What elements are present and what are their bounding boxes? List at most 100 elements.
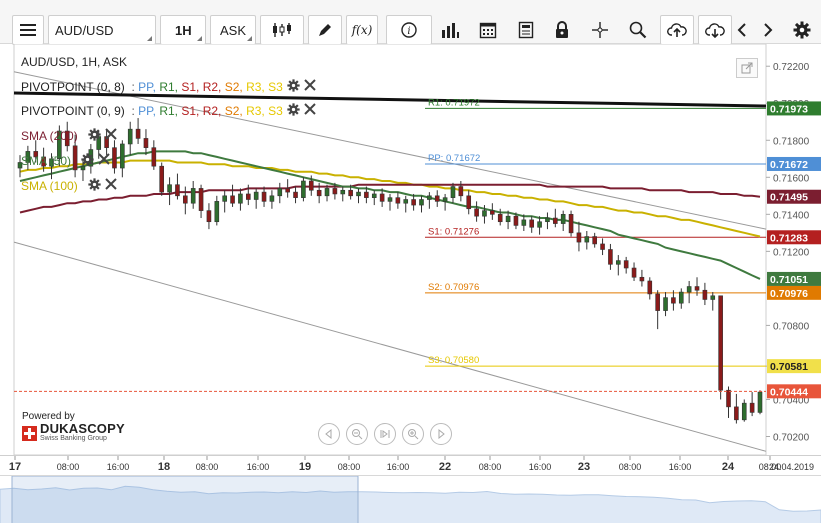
y-tick-label: 0.71800 <box>773 136 810 147</box>
candle-body <box>151 147 157 167</box>
candle-body <box>419 199 424 206</box>
settings-button[interactable] <box>790 15 814 45</box>
chart-area[interactable]: 0.722000.720000.718000.716000.714000.712… <box>0 44 821 461</box>
candle-body <box>25 151 31 163</box>
zoom-button[interactable] <box>624 15 652 45</box>
nav-forward-button[interactable] <box>430 423 452 445</box>
pivot-label-s3: S3: 0.70580 <box>428 355 479 366</box>
candle-body <box>285 188 290 193</box>
candle-body <box>112 147 117 169</box>
triangle-left-icon <box>325 429 332 439</box>
price-type-select[interactable]: ASK <box>210 15 256 45</box>
reset-zoom-button[interactable] <box>374 423 396 445</box>
candle-body <box>340 189 346 195</box>
candle-body <box>608 249 613 265</box>
legend-pivot-1[interactable]: PIVOTPOINT (0, 8) : PP, R1, S1, R2, S2, … <box>21 78 316 96</box>
x-tick-label: 24 <box>722 461 735 473</box>
candle-body <box>245 193 251 200</box>
calendar-button[interactable] <box>474 15 502 45</box>
close-icon[interactable] <box>104 178 117 194</box>
nav-back-button[interactable] <box>318 423 340 445</box>
symbol-select[interactable]: AUD/USD <box>48 15 156 45</box>
legend-sma200[interactable]: SMA (200) <box>21 127 117 145</box>
legend-pivot-1-name: PIVOTPOINT (0, 8) <box>21 80 125 94</box>
x-tick-label: 08:00 <box>338 462 361 472</box>
candle-body <box>371 193 377 198</box>
symbol-label: AUD/USD <box>55 22 114 38</box>
scroll-left-button[interactable] <box>732 15 752 45</box>
candle-body <box>474 208 479 217</box>
close-icon[interactable] <box>104 128 117 144</box>
candle-body <box>647 280 653 295</box>
candle-body <box>442 197 448 202</box>
powered-by-text: Powered by <box>22 411 75 422</box>
chart-type-select[interactable] <box>260 15 304 45</box>
lock-button[interactable] <box>548 15 576 45</box>
download-select[interactable] <box>698 15 732 45</box>
timeframe-select[interactable]: 1H <box>160 15 206 45</box>
scroll-right-button[interactable] <box>758 15 778 45</box>
navigator-panel[interactable] <box>0 475 821 523</box>
draw-tools-select[interactable] <box>308 15 342 45</box>
legend-sma200-name: SMA (200) <box>21 129 78 143</box>
pivot-label-s1: S1: 0.71276 <box>428 226 479 237</box>
candle-body <box>592 236 597 245</box>
candle-body <box>623 260 629 269</box>
info-select[interactable]: i <box>386 15 432 45</box>
price-tag-r1: 0.71973 <box>770 103 808 115</box>
pivot-label-s2: S2: 0.70976 <box>428 282 479 293</box>
price-tag-pp-bg <box>767 156 821 171</box>
candle-body <box>545 217 550 223</box>
legend-sma100[interactable]: SMA (100) <box>21 177 117 195</box>
zoom-in-button[interactable] <box>402 423 424 445</box>
cloud-download-icon <box>705 23 725 38</box>
news-button[interactable] <box>512 15 540 45</box>
gear-icon[interactable] <box>81 152 94 170</box>
x-tick-label: 18 <box>158 461 170 473</box>
chevron-right-icon <box>764 23 773 37</box>
close-icon[interactable] <box>304 103 316 119</box>
candle-body <box>395 197 401 204</box>
gear-icon[interactable] <box>88 177 101 195</box>
candle-body <box>64 130 70 147</box>
gear-icon[interactable] <box>287 102 300 120</box>
candle-body <box>143 138 149 148</box>
candle-body <box>230 195 235 204</box>
zoom-out-button[interactable] <box>346 423 368 445</box>
close-icon[interactable] <box>304 79 316 95</box>
x-tick-label: 16:00 <box>107 462 130 472</box>
legend-sma50[interactable]: SMA (50) <box>21 152 110 170</box>
crosshair-button[interactable] <box>586 15 614 45</box>
x-tick-label: 23 <box>578 461 590 473</box>
candle-body <box>127 128 133 145</box>
candle-body <box>96 136 102 150</box>
upload-select[interactable] <box>660 15 694 45</box>
fullscreen-button[interactable] <box>736 58 758 78</box>
price-tag-last: 0.70444 <box>770 386 808 398</box>
legend-s1: S1, <box>181 104 200 118</box>
info-icon: i <box>401 22 417 38</box>
volume-button[interactable] <box>436 15 464 45</box>
candle-body <box>269 195 275 202</box>
triangle-right-icon <box>438 429 445 439</box>
candle-body <box>600 243 605 250</box>
x-tick-label: 08:00 <box>196 462 219 472</box>
candle-body <box>356 191 361 197</box>
candle-body <box>505 215 511 223</box>
x-tick-label: 08:00 <box>619 462 642 472</box>
swiss-cross-icon <box>22 425 37 441</box>
menu-button[interactable] <box>12 15 44 45</box>
legend-sma100-name: SMA (100) <box>21 179 78 193</box>
gear-icon[interactable] <box>287 78 300 96</box>
indicators-button[interactable]: f(x) <box>346 15 378 45</box>
gear-icon[interactable] <box>88 127 101 145</box>
function-icon: f(x) <box>351 23 373 37</box>
close-icon[interactable] <box>98 153 110 169</box>
legend-pivot-2[interactable]: PIVOTPOINT (0, 9) : PP, R1, S1, R2, S2, … <box>21 102 316 120</box>
candle-body <box>379 193 385 202</box>
y-tick-label: 0.70800 <box>773 321 810 332</box>
zoom-out-icon <box>352 429 363 440</box>
navigator-series[interactable] <box>0 475 821 523</box>
hamburger-icon <box>20 24 36 36</box>
x-tick-label: 16:00 <box>669 462 692 472</box>
